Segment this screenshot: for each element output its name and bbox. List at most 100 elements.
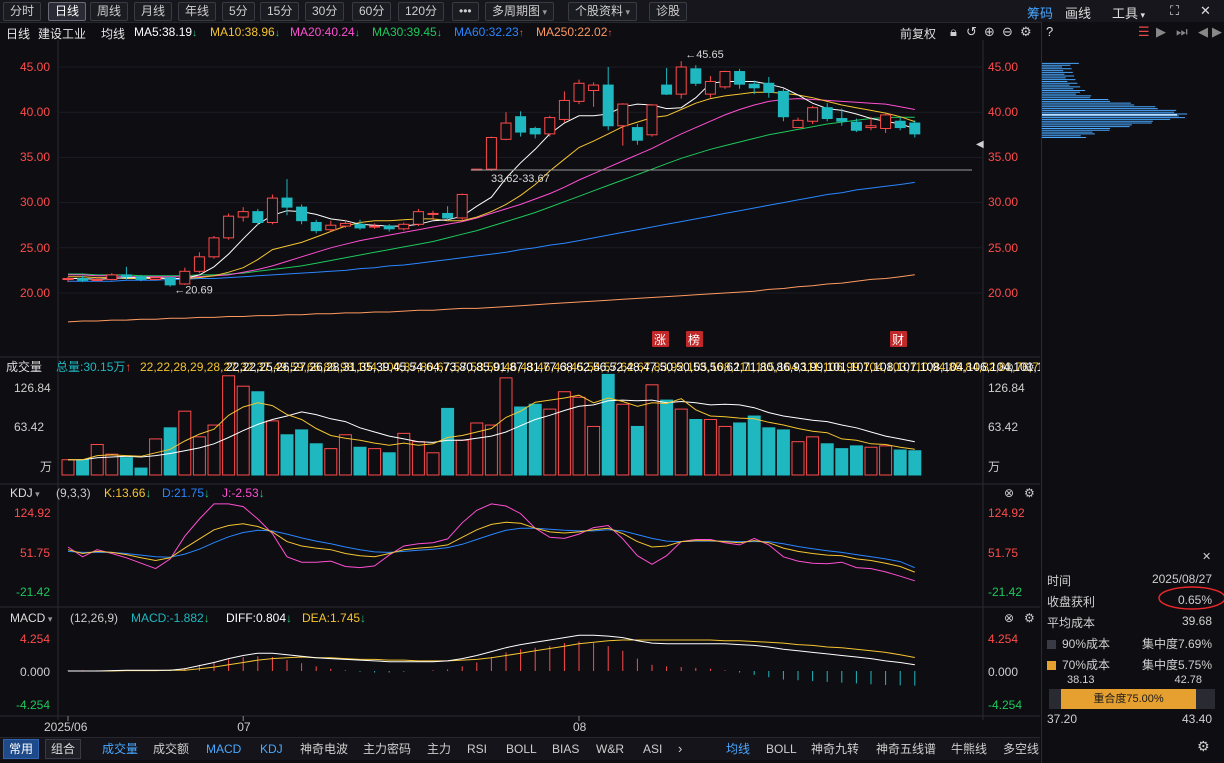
candle-down [281, 197, 293, 208]
kline-chart[interactable]: 45.00 40.00 35.00 30.00 25.00 20.00 45.0… [0, 40, 1040, 737]
ind-kdj[interactable]: KDJ [260, 742, 283, 756]
chip-list-icon[interactable]: ☰ [1138, 24, 1150, 39]
tab-common[interactable]: 常用 [3, 739, 40, 759]
multi-period-dropdown[interactable]: 多周期图 [485, 2, 555, 21]
ind-boll[interactable]: BOLL [506, 742, 537, 756]
ma-menu[interactable]: 均线 [101, 27, 126, 41]
chip-next-icon[interactable]: ▶ [1212, 24, 1222, 39]
tab-5min[interactable]: 5分 [222, 2, 255, 21]
main-ind-ma[interactable]: 均线 [726, 742, 751, 756]
marker-zhang[interactable]: 涨 [654, 332, 666, 347]
tab-yearly[interactable]: 年线 [178, 2, 217, 21]
ind-wave[interactable]: 神奇电波 [300, 742, 349, 756]
zoom-in-icon[interactable]: ⊕ [984, 24, 995, 39]
event-markers[interactable]: 涨 榜 财 [652, 331, 907, 347]
chip-settings-icon[interactable]: ⚙ [1197, 738, 1210, 754]
marker-bang[interactable]: 榜 [688, 332, 700, 347]
date-label: 08 [573, 720, 587, 734]
volume-bar-up [557, 391, 571, 476]
tools-dropdown[interactable]: 工具 ▾ [1112, 6, 1146, 21]
close-icon[interactable]: ✕ [1200, 3, 1211, 18]
ind-rsi[interactable]: RSI [467, 742, 488, 756]
close-macd-icon[interactable]: ⊗ [1004, 611, 1014, 625]
main-ind-boll[interactable]: BOLL [766, 742, 797, 756]
volume-bar-down [733, 422, 747, 476]
tab-combo[interactable]: 组合 [45, 739, 82, 759]
date-label: 2025/06 [44, 720, 88, 734]
main-ind-five[interactable]: 神奇五线谱 [876, 742, 937, 756]
volume-bar-up [879, 445, 893, 476]
main-ind-bull[interactable]: 牛熊线 [951, 742, 988, 756]
chip-tab[interactable]: 筹码 [1027, 6, 1054, 21]
chevron-right-icon[interactable]: › [678, 741, 683, 756]
close-icon[interactable]: ✕ [1202, 551, 1212, 563]
date-label: 07 [237, 720, 251, 734]
up-arrow-icon: ↑ [518, 28, 524, 39]
volume-tick-right: 126.84 [988, 381, 1025, 395]
macd-diff: DIFF:0.804↓ [226, 611, 292, 625]
candle-up [266, 197, 278, 223]
diagnose-button[interactable]: 诊股 [649, 2, 688, 21]
price-tick: 45.00 [20, 60, 50, 74]
candle-down [602, 84, 614, 127]
zoom-out-icon[interactable]: ⊖ [1002, 24, 1013, 39]
tab-60min[interactable]: 60分 [352, 2, 392, 21]
main-ind-long-short[interactable]: 多空线 [1003, 742, 1040, 756]
lock-icon[interactable]: 🔒︎ [950, 24, 957, 39]
adjust-dropdown[interactable]: 前复权 [900, 27, 937, 41]
candle-down [442, 212, 454, 219]
volume-ma5-line [68, 394, 915, 461]
tab-120min[interactable]: 120分 [398, 2, 445, 21]
undo-icon[interactable]: ↺ [966, 24, 977, 39]
volume-settings-icon[interactable]: ⚙ [1024, 360, 1035, 374]
tab-30min[interactable]: 30分 [305, 2, 345, 21]
ma30-readout: MA30:39.45↓ [372, 25, 442, 39]
volume-bar-up [207, 424, 221, 476]
kdj-settings-icon[interactable]: ⚙ [1024, 486, 1035, 500]
draw-line-tab[interactable]: 画线 [1065, 6, 1092, 21]
ind-asi[interactable]: ASI [643, 742, 663, 756]
help-icon[interactable]: ? [1046, 24, 1054, 39]
tab-fenshi[interactable]: 分时 [3, 2, 42, 21]
volume-bar-down [893, 449, 907, 476]
candle-up [573, 82, 585, 102]
price-axis: 45.00 40.00 35.00 30.00 25.00 20.00 45.0… [20, 60, 1018, 300]
macd-settings-icon[interactable]: ⚙ [1024, 611, 1035, 625]
kdj-title[interactable]: KDJ ▾ [10, 486, 40, 500]
cost90-swatch [1047, 640, 1056, 649]
down-arrow-icon: ↓ [360, 611, 366, 625]
candlesticks [62, 61, 921, 287]
close-volume-icon[interactable]: ⊗ [1004, 360, 1014, 374]
candle-up [412, 211, 424, 225]
ind-main-code[interactable]: 主力密码 [363, 742, 412, 756]
kdj-d-value: D:21.75 [162, 486, 204, 500]
volume-bar-down [163, 427, 177, 476]
tab-15min[interactable]: 15分 [260, 2, 300, 21]
chip-play-icon[interactable]: ▶ [1156, 24, 1166, 39]
stock-info-dropdown[interactable]: 个股资料 [568, 2, 638, 21]
chip-step-icon[interactable]: ⏭ [1176, 24, 1188, 39]
main-ind-nine[interactable]: 神奇九转 [811, 742, 860, 756]
ind-wr[interactable]: W&R [596, 742, 624, 756]
fullscreen-icon[interactable]: ⛶ [1170, 3, 1180, 18]
ind-bias[interactable]: BIAS [552, 742, 580, 756]
macd-title[interactable]: MACD ▾ [10, 611, 53, 625]
ma60-value: MA60:32.23 [454, 25, 519, 39]
marker-cai[interactable]: 财 [892, 333, 904, 347]
candle-down [909, 122, 921, 135]
ind-macd[interactable]: MACD [206, 742, 242, 756]
more-periods-button[interactable]: ••• [452, 2, 479, 21]
chip-prev-icon[interactable]: ◀ [1198, 24, 1208, 39]
chevron-down-icon: ▾ [33, 489, 41, 499]
down-arrow-icon: ↓ [436, 28, 442, 39]
ind-main[interactable]: 主力 [427, 742, 452, 756]
close-kdj-icon[interactable]: ⊗ [1004, 486, 1014, 500]
time-label: 时间 [1047, 574, 1072, 588]
settings-icon[interactable]: ⚙ [1020, 24, 1032, 39]
ind-volume[interactable]: 成交量 [102, 742, 139, 756]
tab-daily[interactable]: 日线 [48, 2, 87, 21]
tab-monthly[interactable]: 月线 [134, 2, 173, 21]
kdj-k: K:13.66↓ [104, 486, 151, 500]
tab-weekly[interactable]: 周线 [90, 2, 129, 21]
ind-turnover[interactable]: 成交额 [153, 742, 190, 756]
